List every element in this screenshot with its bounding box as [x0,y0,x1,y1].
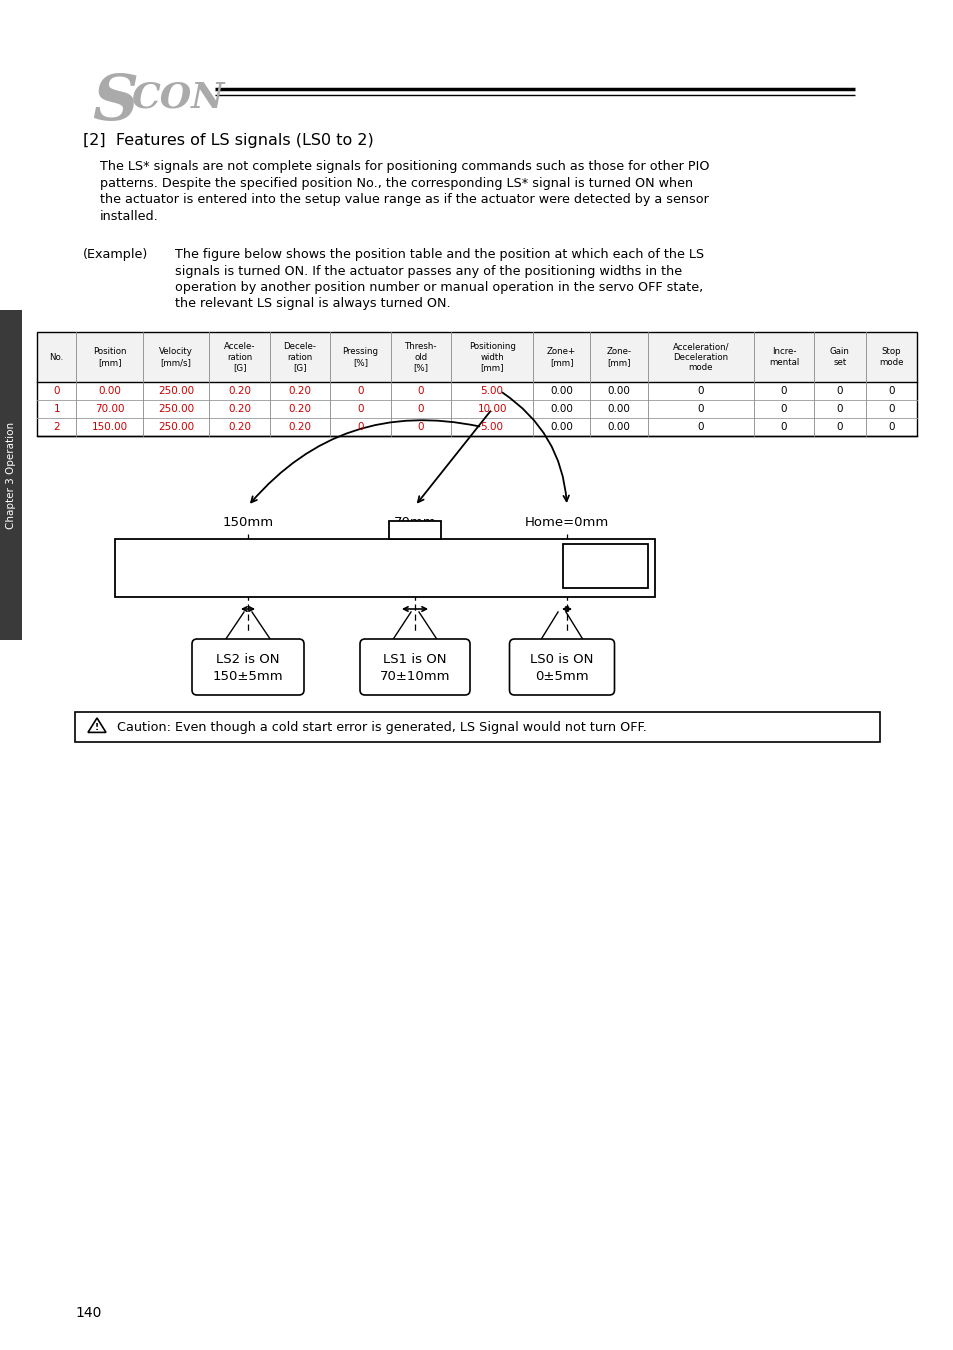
Text: 150.00: 150.00 [91,423,128,432]
Text: installed.: installed. [100,209,158,223]
Bar [37,400,916,418]
Text: Position
[mm]: Position [mm] [92,347,126,367]
Text: operation by another position number or manual operation in the servo OFF state,: operation by another position number or … [174,281,702,294]
Text: 0±5mm: 0±5mm [535,670,588,683]
Text: 0.00: 0.00 [550,423,573,432]
Bar [0,310,22,640]
Text: 0: 0 [697,404,703,414]
FancyBboxPatch shape [359,639,470,695]
Text: 0: 0 [887,423,894,432]
Text: !: ! [95,724,99,733]
Text: 250.00: 250.00 [158,386,194,396]
Text: 0.20: 0.20 [228,386,251,396]
Text: 0: 0 [417,404,424,414]
Text: S: S [91,72,138,134]
Text: 0.20: 0.20 [228,423,251,432]
Bar [115,539,655,597]
Bar [37,418,916,436]
Text: 0: 0 [836,423,842,432]
Text: 150±5mm: 150±5mm [213,670,283,683]
Text: Accele-
ration
[G]: Accele- ration [G] [224,342,255,371]
Text: Caution: Even though a cold start error is generated, LS Signal would not turn O: Caution: Even though a cold start error … [117,721,646,733]
Text: 0.00: 0.00 [607,404,630,414]
Text: Velocity
[mm/s]: Velocity [mm/s] [159,347,193,367]
Text: 0.20: 0.20 [289,423,312,432]
Text: LS2 is ON: LS2 is ON [216,652,279,666]
Text: 0.20: 0.20 [289,386,312,396]
Text: 140: 140 [75,1305,101,1320]
Text: 0.00: 0.00 [98,386,121,396]
Text: 0: 0 [417,386,424,396]
Text: LS1 is ON: LS1 is ON [383,652,446,666]
Text: 5.00: 5.00 [480,423,503,432]
Text: Incre-
mental: Incre- mental [768,347,799,367]
Bar [37,382,916,400]
Text: [2]  Features of LS signals (LS0 to 2): [2] Features of LS signals (LS0 to 2) [83,134,374,148]
Text: 70.00: 70.00 [94,404,124,414]
Text: the relevant LS signal is always turned ON.: the relevant LS signal is always turned … [174,297,450,310]
Text: 150mm: 150mm [222,516,274,529]
Text: 70mm: 70mm [394,516,436,529]
Text: 0.00: 0.00 [550,404,573,414]
Text: 0: 0 [53,386,60,396]
Text: LS0 is ON: LS0 is ON [530,652,593,666]
Text: 1: 1 [53,404,60,414]
Text: 0: 0 [836,404,842,414]
Text: the actuator is entered into the setup value range as if the actuator were detec: the actuator is entered into the setup v… [100,193,708,207]
Text: 0: 0 [836,386,842,396]
Text: The LS* signals are not complete signals for positioning commands such as those : The LS* signals are not complete signals… [100,161,709,173]
Polygon shape [88,718,106,733]
Text: Stop
mode: Stop mode [878,347,902,367]
Text: 70±10mm: 70±10mm [379,670,450,683]
Text: No.: No. [50,352,64,362]
Text: 0: 0 [417,423,424,432]
Text: 0.20: 0.20 [289,404,312,414]
Text: patterns. Despite the specified position No., the corresponding LS* signal is tu: patterns. Despite the specified position… [100,177,693,189]
FancyBboxPatch shape [192,639,304,695]
Text: CON: CON [132,80,225,113]
Text: 0: 0 [887,404,894,414]
Text: Home=0mm: Home=0mm [524,516,608,529]
Text: 0: 0 [887,386,894,396]
Text: signals is turned ON. If the actuator passes any of the positioning widths in th: signals is turned ON. If the actuator pa… [174,265,681,278]
Text: 250.00: 250.00 [158,404,194,414]
Text: (Example): (Example) [83,248,148,261]
Text: 0: 0 [780,386,786,396]
Text: The figure below shows the position table and the position at which each of the : The figure below shows the position tabl… [174,248,703,261]
Text: 0: 0 [357,386,363,396]
Text: 5.00: 5.00 [480,386,503,396]
Bar [37,332,916,436]
Text: 250.00: 250.00 [158,423,194,432]
Text: Pressing
[%]: Pressing [%] [342,347,378,367]
Text: 0.00: 0.00 [607,423,630,432]
Bar [75,711,879,743]
Text: Decele-
ration
[G]: Decele- ration [G] [283,342,316,371]
Text: 10.00: 10.00 [476,404,506,414]
Text: 0: 0 [357,404,363,414]
Text: Zone+
[mm]: Zone+ [mm] [546,347,576,367]
Text: 0.00: 0.00 [607,386,630,396]
FancyBboxPatch shape [509,639,614,695]
Text: Positioning
width
[mm]: Positioning width [mm] [468,342,515,371]
Bar [562,544,647,589]
Text: Gain
set: Gain set [829,347,849,367]
Text: 0: 0 [357,423,363,432]
Bar [37,332,916,382]
Text: 0.20: 0.20 [228,404,251,414]
Text: Thresh-
old
[%]: Thresh- old [%] [404,342,436,371]
Text: Chapter 3 Operation: Chapter 3 Operation [6,421,16,529]
Text: 0: 0 [697,423,703,432]
Text: 0: 0 [780,423,786,432]
Text: Zone-
[mm]: Zone- [mm] [606,347,631,367]
Text: 2: 2 [53,423,60,432]
Bar [389,521,440,539]
Text: 0.00: 0.00 [550,386,573,396]
Text: 0: 0 [697,386,703,396]
Text: 0: 0 [780,404,786,414]
Text: Acceleration/
Deceleration
mode: Acceleration/ Deceleration mode [672,342,728,371]
